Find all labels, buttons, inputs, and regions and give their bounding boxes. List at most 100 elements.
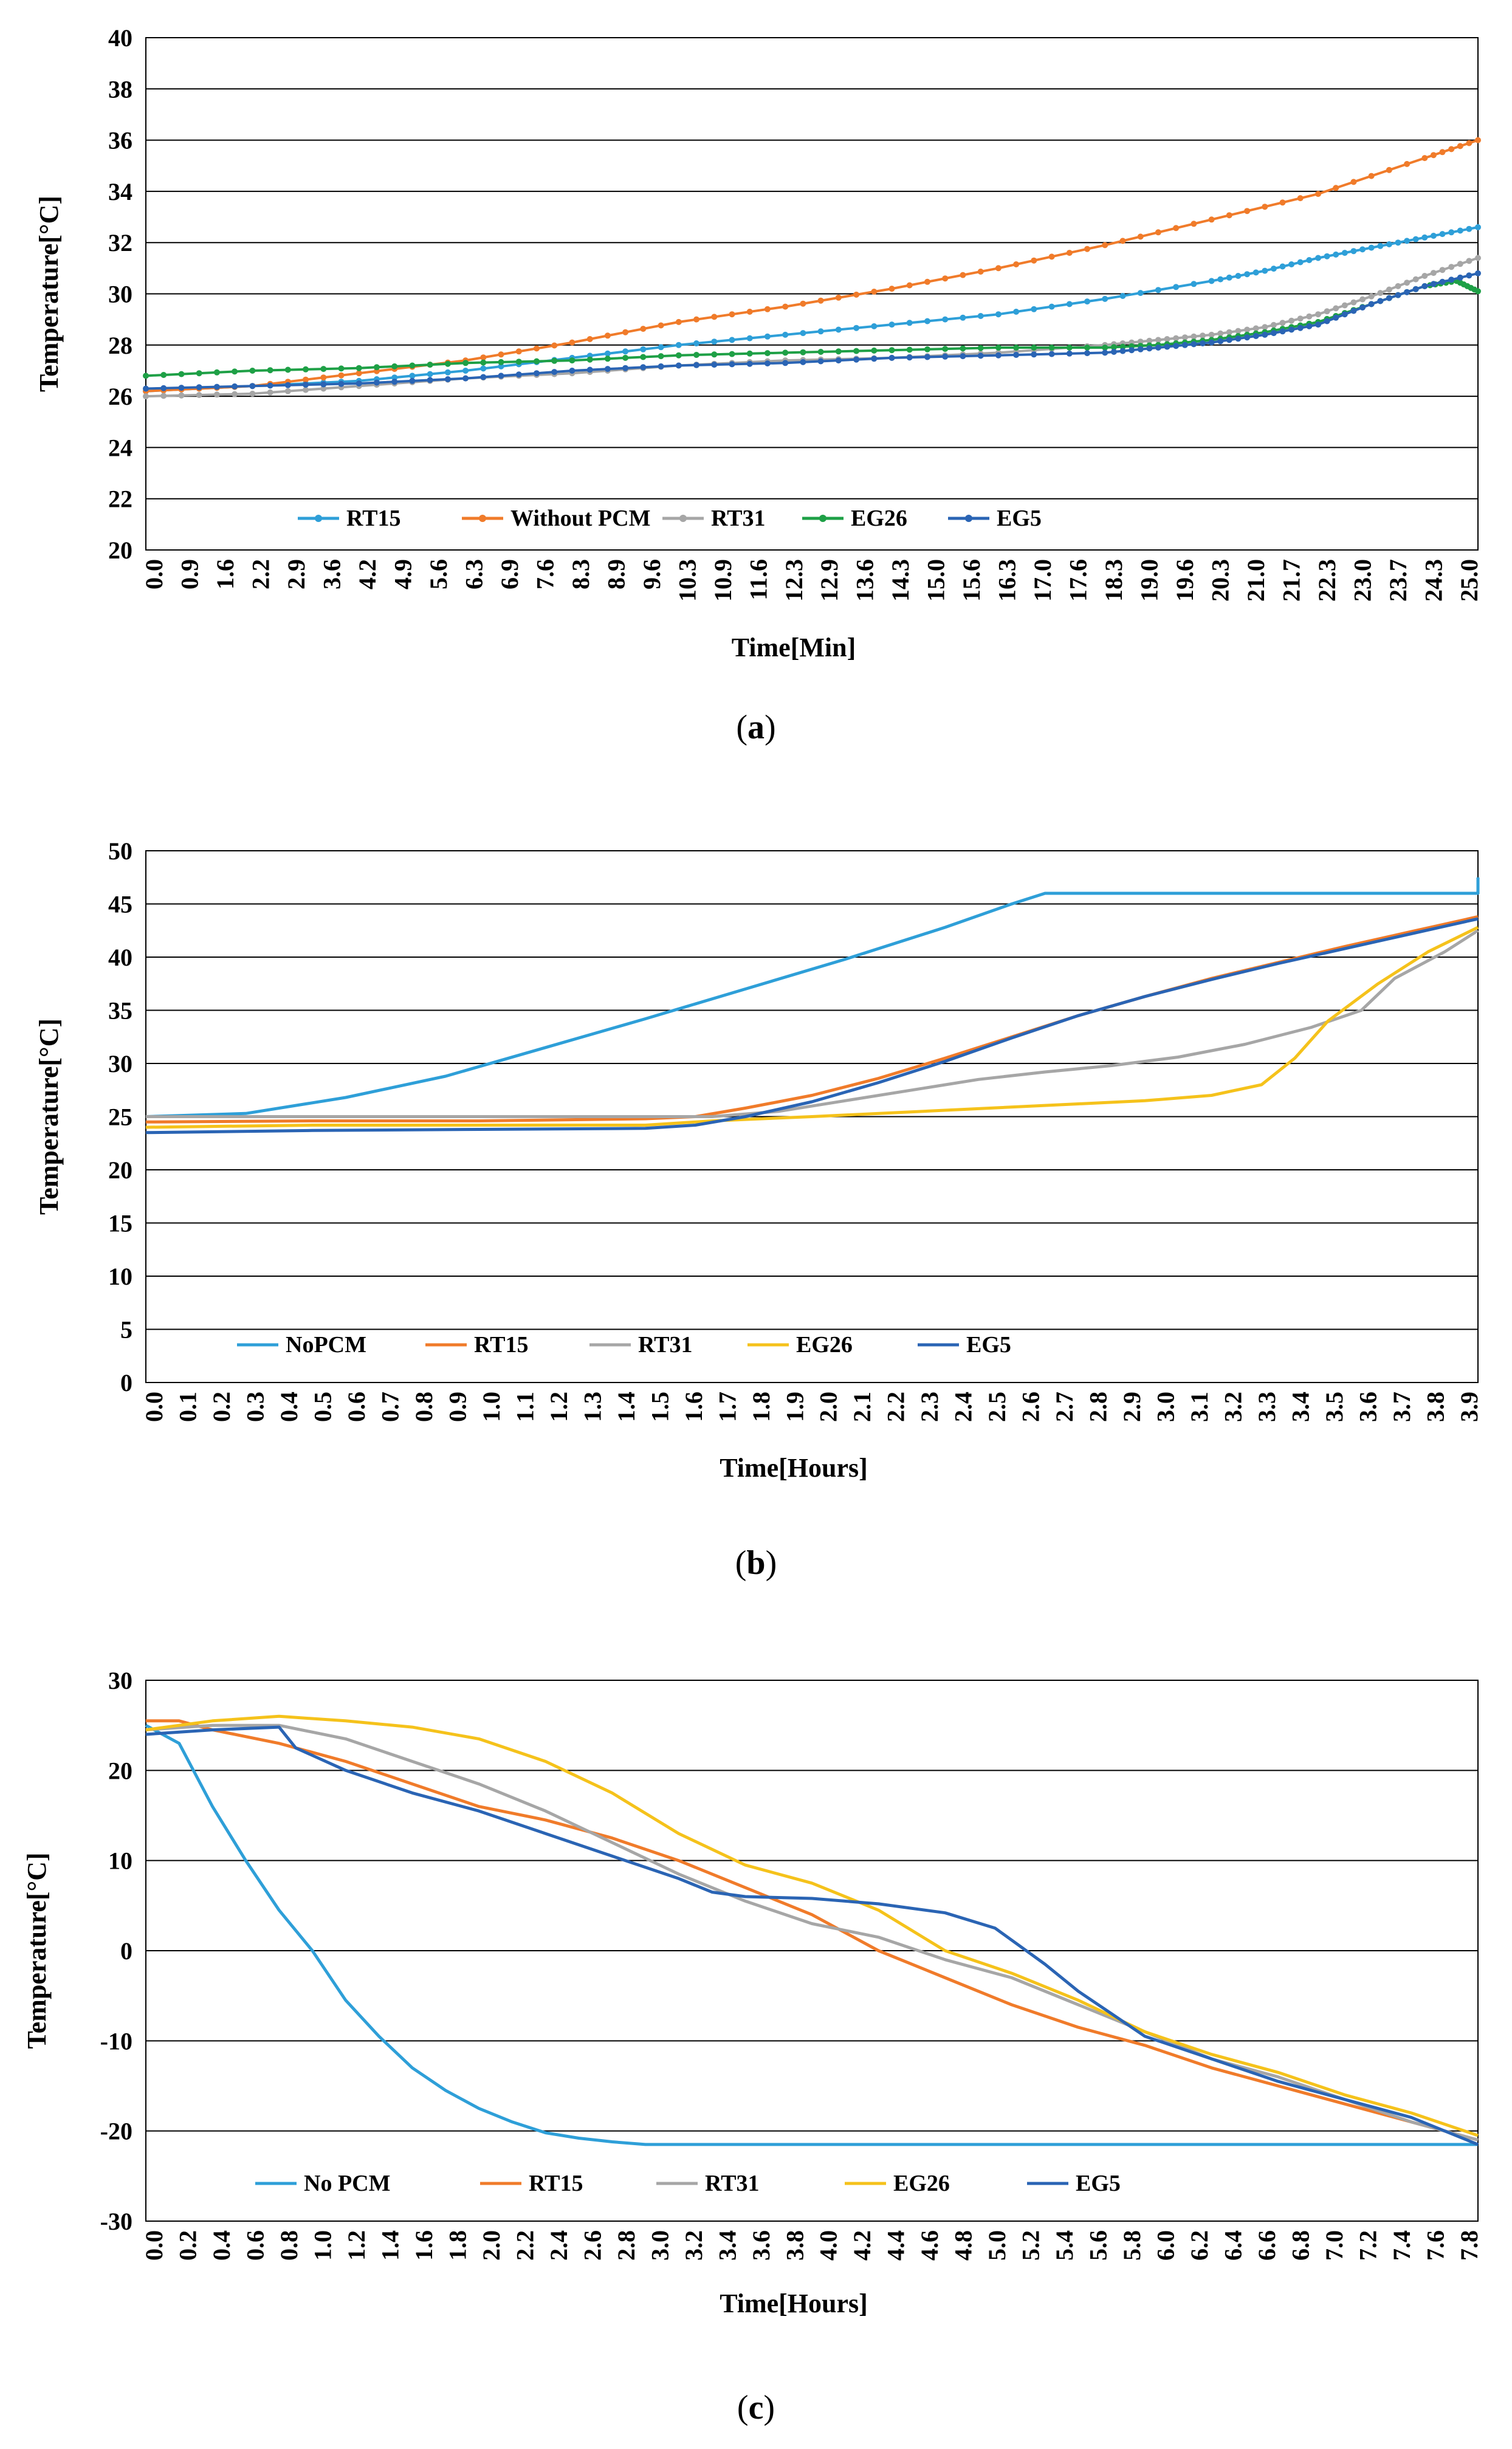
data-point: [303, 386, 309, 393]
x-tick-label: 5.8: [1118, 2230, 1146, 2261]
data-point: [1102, 295, 1108, 302]
data-point: [782, 303, 789, 310]
data-point: [817, 297, 824, 304]
x-tick-label: 8.9: [602, 559, 630, 589]
x-tick-label: 3.4: [1287, 1392, 1314, 1422]
data-point: [995, 345, 1002, 351]
data-point: [569, 368, 576, 374]
y-tick-label: -20: [100, 2118, 132, 2145]
data-point: [800, 330, 806, 337]
data-point: [1253, 333, 1259, 339]
x-tick-label: 1.5: [646, 1392, 673, 1422]
data-point: [1306, 323, 1313, 329]
data-point: [1084, 246, 1090, 252]
x-tick-label: 4.2: [848, 2230, 876, 2261]
data-point: [1181, 342, 1188, 348]
chart-c: -30 -20 -10 0 10 20 30 0.0 0.2 0.4 0.6 0.8 1.0 1.2 1.4…: [22, 1667, 1483, 2427]
data-point: [871, 355, 878, 362]
data-point: [320, 366, 327, 373]
x-tick-label: 2.0: [815, 1392, 842, 1422]
data-point: [942, 275, 949, 282]
x-tick-label: 0.7: [376, 1392, 404, 1422]
caption-paren: (: [735, 1544, 747, 1582]
data-point: [1359, 304, 1366, 311]
data-point: [604, 332, 611, 339]
data-point: [534, 370, 540, 377]
data-point: [480, 374, 487, 380]
x-tick-label: 8.3: [567, 559, 594, 589]
data-point: [835, 294, 842, 301]
data-point: [1288, 326, 1295, 333]
x-tick-label: 3.8: [1422, 1392, 1449, 1422]
data-point: [1244, 326, 1251, 333]
data-point: [1066, 250, 1073, 256]
data-point: [1297, 195, 1304, 202]
data-point: [622, 329, 629, 335]
data-point: [1102, 345, 1108, 351]
data-point: [409, 362, 416, 369]
data-point: [1191, 281, 1197, 287]
data-point: [1262, 331, 1268, 338]
caption-paren: (: [736, 709, 747, 746]
data-point: [480, 359, 487, 366]
data-point: [1013, 345, 1020, 351]
data-point: [1377, 242, 1384, 249]
data-point: [409, 377, 416, 384]
x-tick-label: 11.6: [744, 559, 772, 600]
x-tick-label: 0.0: [140, 2230, 168, 2261]
x-tick-label: 3.9: [1455, 1392, 1483, 1422]
data-point: [1173, 335, 1180, 342]
data-point: [551, 342, 558, 349]
data-point: [462, 375, 469, 382]
data-point: [1368, 244, 1375, 251]
data-point: [764, 350, 771, 357]
data-point: [853, 348, 860, 354]
data-point: [1110, 349, 1117, 355]
data-point: [960, 353, 966, 360]
data-point: [409, 373, 416, 379]
data-point: [746, 360, 753, 367]
data-point: [942, 346, 949, 352]
data-point: [1448, 276, 1455, 283]
x-tick-label: 6.3: [460, 559, 487, 589]
x-tick-label: 0.2: [174, 2230, 201, 2261]
data-point: [303, 366, 309, 373]
data-point: [711, 351, 718, 358]
data-point: [924, 354, 930, 360]
data-point: [746, 350, 753, 357]
x-tick-label: 2.9: [283, 559, 310, 589]
data-point: [906, 320, 913, 326]
data-point: [1297, 315, 1304, 322]
data-point: [746, 309, 753, 315]
y-tick-label: 20: [108, 1757, 132, 1784]
data-point: [1279, 199, 1286, 206]
data-point: [1421, 283, 1428, 289]
y-tick-label: 20: [108, 537, 132, 564]
data-point: [1306, 257, 1313, 263]
x-tick-label: 4.2: [354, 559, 381, 589]
data-point: [640, 326, 647, 332]
data-point: [675, 342, 682, 348]
data-point: [178, 392, 185, 399]
data-point: [498, 359, 504, 365]
data-point: [462, 360, 469, 366]
series-line-eg26: [145, 1714, 1479, 2137]
data-point: [800, 359, 806, 365]
data-point: [906, 354, 913, 361]
data-point: [1421, 273, 1428, 279]
data-point: [1262, 324, 1268, 331]
legend-label: EG5: [1076, 2171, 1121, 2196]
data-point: [1333, 314, 1339, 321]
series-line-rt31: [146, 929, 1479, 1118]
y-tick-label: 10: [108, 1847, 132, 1875]
caption-letter: a: [747, 709, 765, 746]
y-axis-label: Temperature[°C]: [34, 196, 64, 392]
data-point: [1315, 191, 1321, 197]
data-point: [160, 385, 167, 391]
y-tick-label: 40: [108, 24, 132, 52]
data-point: [1448, 146, 1455, 153]
series-line-eg5: [145, 1725, 1479, 2146]
y-tick-label: 40: [108, 944, 132, 971]
data-point: [1146, 337, 1153, 344]
y-tick-label: 32: [108, 229, 132, 256]
